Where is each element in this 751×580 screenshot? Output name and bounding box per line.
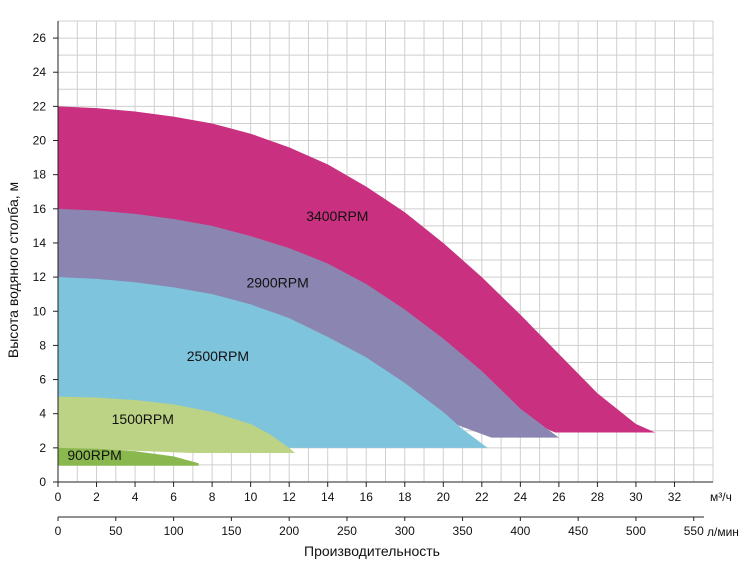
y-tick-label: 2 [39, 441, 46, 455]
area-1500rpm [58, 396, 295, 453]
x-tick-label-lmin: 500 [626, 524, 646, 538]
x-tick-label-m3h: 30 [629, 490, 643, 504]
rpm-label: 2900RPM [246, 274, 308, 290]
x-tick-label-m3h: 4 [132, 490, 139, 504]
x-tick-label-m3h: 12 [282, 490, 296, 504]
x-tick-label-lmin: 350 [453, 524, 473, 538]
area-3400rpm [58, 106, 656, 433]
x-tick-label-lmin: 250 [337, 524, 357, 538]
axes [57, 21, 713, 518]
y-tick-label: 0 [39, 475, 46, 489]
x-tick-label-m3h: 26 [552, 490, 566, 504]
x-tick-label-m3h: 32 [668, 490, 682, 504]
y-tick-label: 8 [39, 338, 46, 352]
x-unit-lmin: л/мин [707, 525, 739, 539]
x-tick-label-m3h: 14 [321, 490, 335, 504]
y-tick-label: 26 [33, 31, 47, 45]
y-tick-label: 24 [33, 65, 47, 79]
x-tick-label-lmin: 550 [684, 524, 704, 538]
x-tick-label-m3h: 28 [591, 490, 605, 504]
y-tick-label: 6 [39, 373, 46, 387]
x-axis-label: Производительность [304, 543, 440, 559]
y-tick-label: 22 [33, 99, 47, 113]
x-tick-label-m3h: 0 [55, 490, 62, 504]
x-tick-label-m3h: 6 [170, 490, 177, 504]
y-tick-label: 18 [33, 168, 47, 182]
area-2900rpm [58, 208, 559, 438]
x-tick-label-m3h: 20 [437, 490, 451, 504]
x-tick-labels-m3h: 0 2 4 6 8 10 12 14 16 18 20 22 24 26 28 30 32 [55, 482, 682, 504]
x-tick-label-lmin: 450 [568, 524, 588, 538]
x-tick-label-m3h: 16 [360, 490, 374, 504]
x-unit-m3h: м³/ч [710, 490, 732, 504]
rpm-areas [58, 106, 656, 466]
x-tick-label-lmin: 150 [221, 524, 241, 538]
rpm-label: 2500RPM [187, 348, 249, 364]
rpm-label: 1500RPM [112, 411, 174, 427]
x-tick-label-m3h: 2 [93, 490, 100, 504]
x-tick-label-m3h: 24 [514, 490, 528, 504]
x-tick-label-m3h: 8 [209, 490, 216, 504]
x-tick-label-lmin: 0 [55, 524, 62, 538]
y-tick-label: 16 [33, 202, 47, 216]
x-tick-label-lmin: 50 [109, 524, 123, 538]
y-tick-label: 14 [33, 236, 47, 250]
rpm-label: 3400RPM [306, 208, 368, 224]
x-tick-label-m3h: 10 [244, 490, 258, 504]
x-tick-label-m3h: 22 [475, 490, 489, 504]
x-tick-label-lmin: 200 [279, 524, 299, 538]
y-tick-label: 12 [33, 270, 47, 284]
area-900rpm [58, 447, 199, 466]
x-tick-labels-lmin: 0 50 100 150 200 250 300 350 400 450 500 550 [55, 517, 704, 538]
x-tick-label-lmin: 400 [510, 524, 530, 538]
x-tick-label-lmin: 300 [395, 524, 415, 538]
x-tick-label-m3h: 18 [398, 490, 412, 504]
y-tick-label: 10 [33, 304, 47, 318]
x-tick-label-lmin: 100 [164, 524, 184, 538]
y-axis-label: Высота водяного столба, м [5, 182, 21, 358]
rpm-label: 900RPM [67, 447, 121, 463]
y-tick-label: 20 [33, 134, 47, 148]
rpm-labels: 3400RPM 2900RPM 2500RPM 1500RPM 900RPM [67, 208, 368, 463]
y-tick-label: 4 [39, 407, 46, 421]
